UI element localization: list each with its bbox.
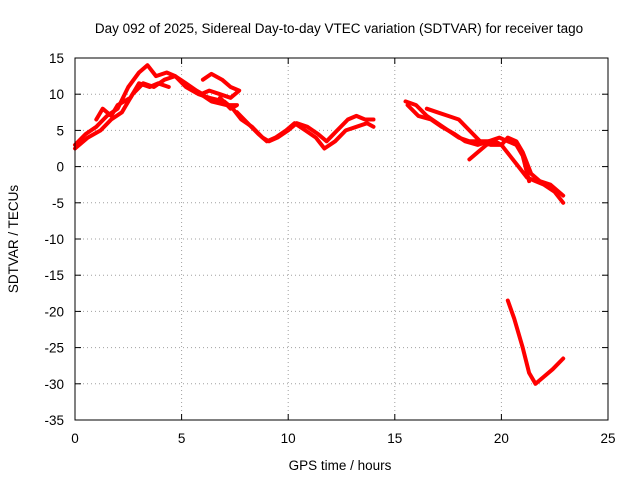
series-line-sat-a (73, 63, 205, 147)
series-line-sat-j (467, 139, 504, 162)
series-line-sat-f (235, 110, 376, 151)
tick-layer: 0 5 10 15 20 25 -35 -30 -25 -20 -15 -10 -5 0 5 10 15 (44, 51, 615, 446)
grid-layer (75, 58, 608, 420)
y-tick-label: -5 (52, 196, 64, 211)
series-line-sat-h (405, 103, 532, 184)
x-axis-label: GPS time / hours (289, 458, 392, 473)
y-tick-label: 0 (56, 160, 64, 175)
series-line-sat-g (403, 99, 566, 205)
x-tick-label: 0 (71, 431, 79, 446)
x-tick-label: 5 (178, 431, 186, 446)
chart-title: Day 092 of 2025, Sidereal Day-to-day VTE… (95, 21, 583, 36)
y-tick-label: -15 (44, 268, 64, 283)
series-line-sat-k (505, 298, 566, 386)
y-tick-label: 10 (49, 87, 64, 102)
series-line-sat-c (94, 81, 171, 122)
x-tick-label: 25 (600, 431, 615, 446)
series-line-sat-d (198, 71, 242, 111)
y-axis-label: SDTVAR / TECUs (6, 185, 21, 294)
series-line-sat-e (230, 106, 376, 144)
y-tick-label: 15 (49, 51, 64, 66)
y-tick-label: -30 (44, 377, 64, 392)
y-tick-label: -20 (44, 304, 64, 319)
y-tick-label: 5 (56, 123, 64, 138)
x-tick-label: 10 (281, 431, 296, 446)
y-tick-label: -35 (44, 413, 64, 428)
y-tick-label: -10 (44, 232, 64, 247)
x-tick-label: 20 (494, 431, 509, 446)
y-tick-label: -25 (44, 341, 64, 356)
series-line-sat-i (424, 106, 566, 198)
x-tick-label: 15 (387, 431, 402, 446)
series-layer (73, 63, 566, 386)
